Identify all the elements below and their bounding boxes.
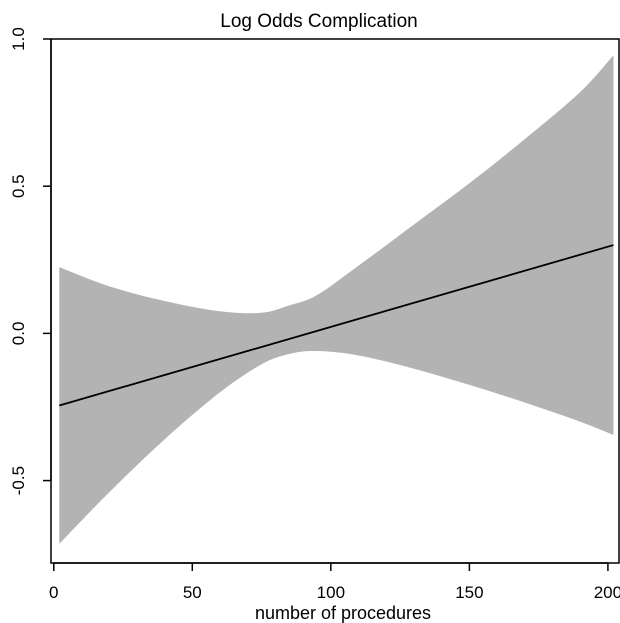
x-tick-label: 50 xyxy=(183,583,202,602)
x-tick-label: 0 xyxy=(49,583,58,602)
fit-line xyxy=(59,244,614,407)
confidence-band xyxy=(59,55,614,544)
x-axis-title: number of procedures xyxy=(255,603,431,623)
y-tick-label: 1.0 xyxy=(9,27,28,51)
confidence-band-layer xyxy=(59,55,614,544)
fit-line-layer xyxy=(59,244,614,407)
y-tick-label: -0.5 xyxy=(9,466,28,495)
chart-title: Log Odds Complication xyxy=(220,11,418,32)
x-axis: 0 50 100 150 200 xyxy=(49,562,620,602)
x-tick-label: 100 xyxy=(317,583,345,602)
x-tick-label: 150 xyxy=(455,583,483,602)
y-tick-label: 0.5 xyxy=(9,174,28,198)
y-axis: -0.5 0.0 0.5 1.0 xyxy=(9,27,52,495)
y-tick-label: 0.0 xyxy=(9,322,28,346)
x-tick-label: 200 xyxy=(594,583,620,602)
